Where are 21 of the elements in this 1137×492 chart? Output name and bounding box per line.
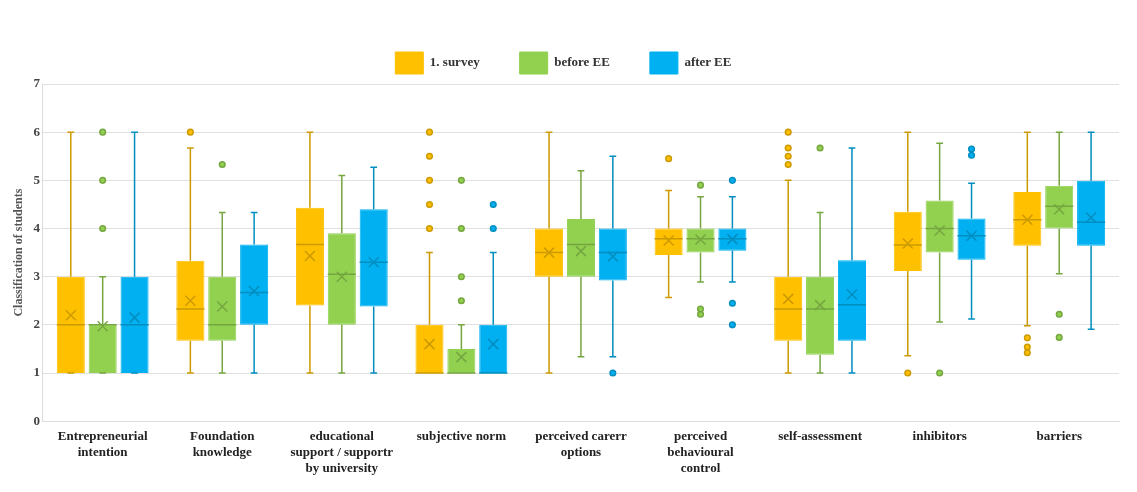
y-tick-label: 6	[33, 123, 41, 139]
x-tick-label: self-assessment	[778, 428, 863, 444]
y-tick-label: 7	[33, 75, 41, 91]
y-tick-label: 1	[33, 364, 40, 380]
y-tick-label: 2	[33, 316, 40, 332]
x-tick-label: perceived carerr options	[535, 428, 627, 459]
x-tick-label: perceived behavioural control	[667, 428, 735, 475]
y-tick-label: 3	[33, 268, 41, 284]
x-tick-label: subjective norm	[416, 428, 507, 444]
y-tick-label: 4	[33, 219, 41, 235]
x-tick-label: inhibitors	[912, 428, 967, 444]
x-tick-label: educational support / supportr by university	[290, 428, 394, 475]
y-axis-title: Classification of students	[11, 188, 26, 317]
legend-label: before EE	[554, 54, 610, 70]
x-tick-label: barriers	[1036, 428, 1082, 444]
y-tick-label: 0	[33, 412, 40, 428]
x-tick-label: Foundation knowledge	[190, 428, 256, 459]
y-tick-label: 5	[33, 171, 41, 187]
legend-label: after EE	[684, 54, 732, 70]
legend-label: 1. survey	[429, 54, 481, 70]
x-tick-label: Entrepreneurial intention	[57, 428, 148, 459]
